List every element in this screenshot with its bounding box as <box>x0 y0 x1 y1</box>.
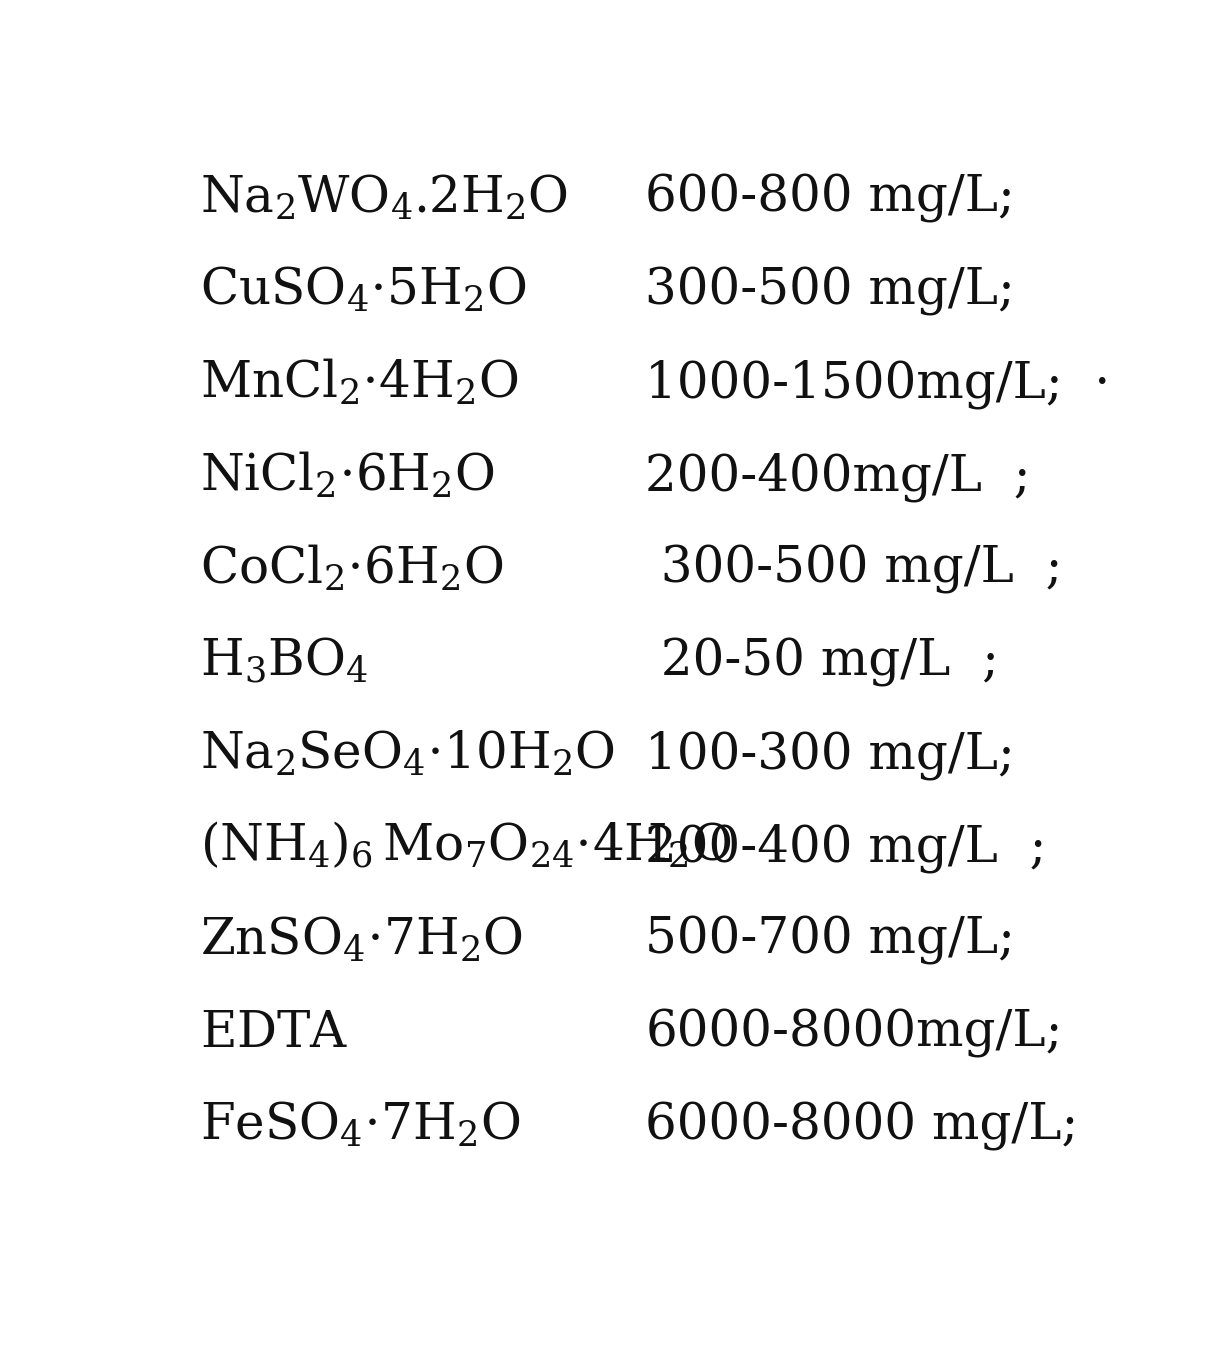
Text: 100-300 mg/L;: 100-300 mg/L; <box>645 730 1015 780</box>
Text: 6000-8000 mg/L;: 6000-8000 mg/L; <box>645 1102 1079 1151</box>
Text: 200-400 mg/L  ;: 200-400 mg/L ; <box>645 823 1046 872</box>
Text: $\mathrm{MnCl_2{\cdot}4H_2O}$: $\mathrm{MnCl_2{\cdot}4H_2O}$ <box>200 356 518 407</box>
Text: $\mathrm{ZnSO_4{\cdot}7H_2O}$: $\mathrm{ZnSO_4{\cdot}7H_2O}$ <box>200 914 523 964</box>
Text: $\mathrm{CoCl_2{\cdot}6H_2O}$: $\mathrm{CoCl_2{\cdot}6H_2O}$ <box>200 542 503 593</box>
Text: 300-500 mg/L;: 300-500 mg/L; <box>645 267 1015 316</box>
Text: $\mathrm{Na_2WO_4.2H_2O}$: $\mathrm{Na_2WO_4.2H_2O}$ <box>200 172 568 222</box>
Text: 1000-1500mg/L;  ·: 1000-1500mg/L; · <box>645 359 1111 409</box>
Text: $\mathrm{(NH_4)_6\,Mo_7O_{24}{\cdot}4H_2O}$: $\mathrm{(NH_4)_6\,Mo_7O_{24}{\cdot}4H_2… <box>200 820 732 871</box>
Text: $\mathrm{CuSO_4{\cdot}5H_2O}$: $\mathrm{CuSO_4{\cdot}5H_2O}$ <box>200 264 527 315</box>
Text: $\mathrm{FeSO_4{\cdot}7H_2O}$: $\mathrm{FeSO_4{\cdot}7H_2O}$ <box>200 1099 521 1150</box>
Text: 300-500 mg/L  ;: 300-500 mg/L ; <box>645 545 1063 594</box>
Text: $\mathrm{Na_2SeO_4{\cdot}10H_2O}$: $\mathrm{Na_2SeO_4{\cdot}10H_2O}$ <box>200 728 615 779</box>
Text: 200-400mg/L  ;: 200-400mg/L ; <box>645 452 1030 501</box>
Text: 6000-8000mg/L;: 6000-8000mg/L; <box>645 1009 1063 1058</box>
Text: 500-700 mg/L;: 500-700 mg/L; <box>645 916 1015 965</box>
Text: $\mathrm{NiCl_2{\cdot}6H_2O}$: $\mathrm{NiCl_2{\cdot}6H_2O}$ <box>200 449 495 500</box>
Text: 20-50 mg/L  ;: 20-50 mg/L ; <box>645 638 1000 687</box>
Text: $\mathrm{EDTA}$: $\mathrm{EDTA}$ <box>200 1009 348 1057</box>
Text: 600-800 mg/L;: 600-800 mg/L; <box>645 174 1015 223</box>
Text: $\mathrm{H_3BO_4}$: $\mathrm{H_3BO_4}$ <box>200 635 368 686</box>
